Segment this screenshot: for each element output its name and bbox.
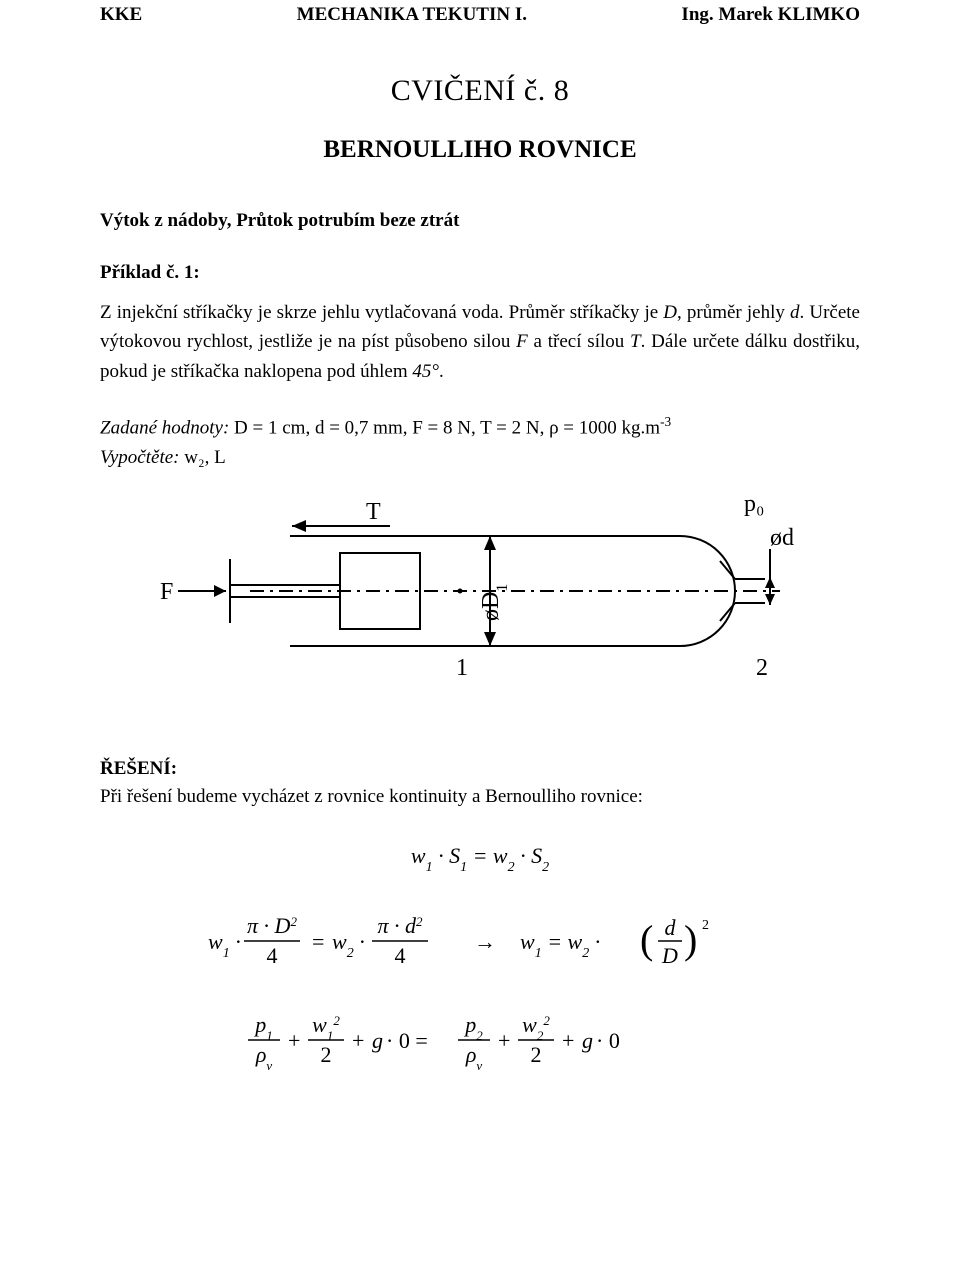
svg-text:ρv: ρv: [255, 1042, 273, 1072]
svg-text:+: +: [288, 1028, 300, 1053]
header-center: MECHANIKA TEKUTIN I.: [297, 4, 527, 26]
svg-text:π · D2: π · D2: [247, 913, 297, 938]
svg-text:w12: w12: [312, 1012, 340, 1043]
svg-text:=: =: [312, 929, 324, 954]
var-F: F: [516, 331, 528, 352]
svg-text:d: d: [665, 915, 677, 940]
svg-text:π · d2: π · d2: [377, 913, 423, 938]
label-F: F: [160, 579, 173, 605]
var-T: T: [630, 331, 641, 352]
given-label: Zadané hodnoty:: [100, 418, 229, 439]
svg-text:w1 = w2 ·: w1 = w2 ·: [520, 929, 600, 961]
label-od: ød: [770, 525, 794, 551]
title-line2: BERNOULLIHO ROVNICE: [100, 136, 860, 164]
body-part1: Z injekční stříkačky je skrze jehlu vytl…: [100, 302, 663, 323]
equation-continuity: w1 · S1 = w2 · S2: [100, 838, 860, 879]
given-values: D = 1 cm, d = 0,7 mm, F = 8 N, T = 2 N, …: [229, 418, 660, 439]
title-block: CVIČENÍ č. 8 BERNOULLIHO ROVNICE: [100, 74, 860, 164]
svg-text:+: +: [498, 1028, 510, 1053]
header-right: Ing. Marek KLIMKO: [681, 4, 860, 26]
svg-text:w1 · S1 = w2 · S2: w1 · S1 = w2 · S2: [411, 843, 549, 874]
page-header: KKE MECHANIKA TEKUTIN I. Ing. Marek KLIM…: [100, 0, 860, 26]
svg-text:4: 4: [395, 943, 406, 968]
syringe-diagram: F T p₀ ød 1 2 øD1: [100, 481, 860, 706]
svg-text:· 0: · 0: [596, 1028, 620, 1053]
svg-text:w1 ·: w1 ·: [208, 929, 241, 961]
svg-text:g: g: [372, 1028, 383, 1053]
svg-text:p2: p2: [463, 1012, 483, 1043]
svg-text:w22: w22: [522, 1012, 550, 1043]
svg-text:2: 2: [702, 918, 709, 933]
compute-label: Vypočtěte:: [100, 447, 179, 468]
svg-text:· 0 =: · 0 =: [386, 1028, 428, 1053]
svg-text:2: 2: [531, 1042, 542, 1067]
solution-intro: Při řešení budeme vycházet z rovnice kon…: [100, 786, 860, 808]
svg-text:D: D: [661, 943, 678, 968]
var-d: d: [790, 302, 800, 323]
body-part2: , průměr jehly: [677, 302, 790, 323]
given-block: Zadané hodnoty: D = 1 cm, d = 0,7 mm, F …: [100, 412, 860, 472]
svg-text:): ): [684, 917, 697, 962]
svg-text:+: +: [562, 1028, 574, 1053]
example-label: Příklad č. 1:: [100, 262, 860, 284]
label-point1: 1: [456, 655, 468, 681]
label-T: T: [366, 499, 381, 525]
label-oD: øD1: [478, 583, 511, 620]
label-p0: p₀: [744, 491, 764, 517]
svg-text:p1: p1: [253, 1012, 273, 1043]
compute-values: w₂, L: [179, 447, 225, 468]
problem-statement: Z injekční stříkačky je skrze jehlu vytl…: [100, 298, 860, 386]
svg-text:2: 2: [321, 1042, 332, 1067]
label-point2: 2: [756, 655, 768, 681]
svg-text:→: →: [474, 929, 496, 954]
equation-areas: w1 · π · D2 4 = w2 · π · d2 4 → w1 = w2 …: [100, 909, 860, 978]
svg-text:+: +: [352, 1028, 364, 1053]
title-line1: CVIČENÍ č. 8: [100, 74, 860, 108]
section-subtitle: Výtok z nádoby, Průtok potrubím beze ztr…: [100, 210, 860, 232]
svg-text:ρv: ρv: [465, 1042, 483, 1072]
var-angle: 45°: [412, 361, 439, 382]
given-exponent: -3: [660, 414, 671, 429]
svg-text:(: (: [640, 917, 653, 962]
svg-text:w2 ·: w2 ·: [332, 929, 365, 961]
syringe-svg: F T p₀ ød 1 2 øD1: [160, 481, 800, 701]
header-left: KKE: [100, 4, 142, 26]
equation-bernoulli: p1 ρv + w12 2 + g · 0 = p2 ρv + w22 2: [100, 1008, 860, 1077]
solution-heading: ŘEŠENÍ:: [100, 758, 860, 780]
var-D: D: [663, 302, 677, 323]
body-part6: .: [439, 361, 444, 382]
svg-text:g: g: [582, 1028, 593, 1053]
body-part4: a třecí sílou: [528, 331, 630, 352]
svg-text:4: 4: [267, 943, 278, 968]
